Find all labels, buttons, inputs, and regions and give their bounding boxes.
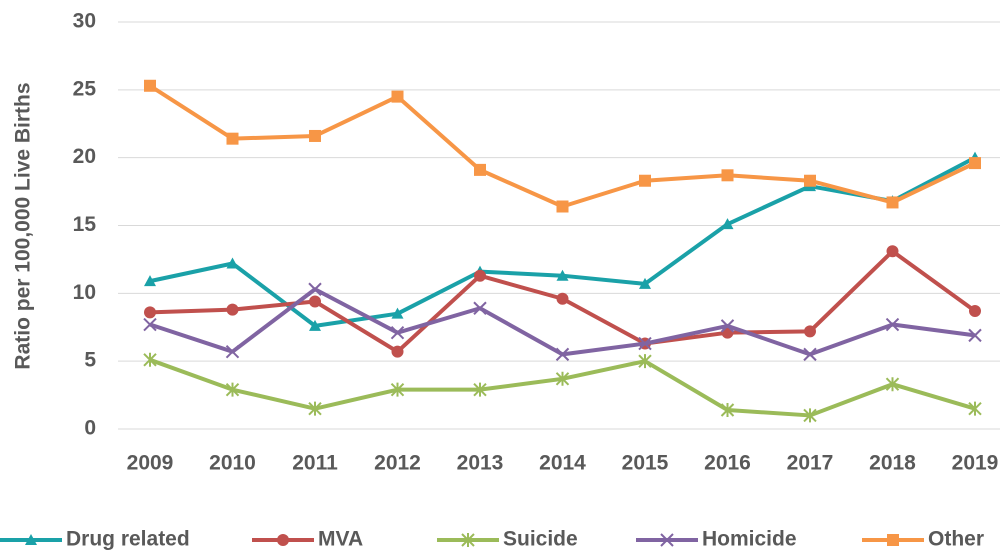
marker bbox=[556, 292, 569, 305]
marker bbox=[885, 317, 900, 332]
marker bbox=[277, 534, 289, 546]
marker bbox=[473, 382, 487, 397]
marker bbox=[720, 403, 735, 418]
marker bbox=[721, 169, 734, 182]
marker bbox=[226, 257, 239, 269]
marker bbox=[474, 163, 486, 176]
y-tick-label: 5 bbox=[84, 349, 96, 372]
marker bbox=[308, 282, 322, 296]
series-line bbox=[148, 84, 976, 209]
x-tick-label: 2011 bbox=[292, 452, 338, 475]
x-tick-label: 2014 bbox=[539, 452, 586, 475]
legend-label: MVA bbox=[318, 528, 363, 551]
marker bbox=[461, 533, 475, 547]
marker bbox=[638, 336, 652, 351]
x-tick-label: 2018 bbox=[869, 452, 916, 475]
marker bbox=[144, 275, 156, 287]
legend-label: Suicide bbox=[503, 528, 578, 551]
marker bbox=[226, 132, 239, 145]
x-tick-label: 2019 bbox=[952, 452, 999, 475]
series-line bbox=[149, 357, 976, 418]
y-tick-label: 0 bbox=[84, 417, 96, 440]
marker bbox=[225, 382, 240, 397]
marker bbox=[720, 319, 735, 333]
legend-label: Homicide bbox=[702, 528, 797, 551]
marker bbox=[390, 325, 405, 340]
marker bbox=[721, 218, 734, 230]
marker bbox=[25, 534, 37, 545]
marker bbox=[556, 200, 569, 213]
marker bbox=[803, 347, 817, 362]
x-tick-label: 2017 bbox=[787, 452, 834, 475]
y-tick-label: 20 bbox=[73, 145, 96, 168]
marker bbox=[555, 347, 570, 362]
marker bbox=[226, 303, 239, 316]
marker bbox=[143, 352, 157, 367]
marker bbox=[886, 245, 899, 258]
marker bbox=[391, 345, 404, 358]
y-tick-label: 15 bbox=[73, 213, 97, 236]
marker bbox=[887, 534, 899, 546]
marker bbox=[144, 306, 156, 319]
marker bbox=[309, 129, 321, 142]
marker bbox=[144, 79, 156, 92]
y-tick-label: 30 bbox=[73, 10, 96, 33]
marker bbox=[886, 196, 899, 209]
marker bbox=[309, 295, 321, 308]
marker bbox=[804, 174, 816, 187]
x-tick-label: 2012 bbox=[374, 452, 421, 475]
marker bbox=[143, 317, 157, 332]
x-tick-label: 2009 bbox=[127, 452, 174, 475]
marker bbox=[308, 401, 322, 416]
marker bbox=[968, 328, 982, 343]
marker bbox=[969, 157, 981, 170]
marker bbox=[391, 307, 404, 319]
x-tick-label: 2013 bbox=[457, 452, 504, 475]
x-tick-label: 2015 bbox=[622, 452, 669, 475]
marker bbox=[885, 377, 900, 392]
marker bbox=[969, 304, 981, 317]
marker bbox=[804, 325, 816, 338]
marker bbox=[391, 90, 404, 103]
x-tick-label: 2016 bbox=[704, 452, 751, 475]
marker bbox=[660, 533, 674, 547]
marker bbox=[556, 269, 569, 281]
legend-label: Other bbox=[928, 528, 984, 551]
marker bbox=[474, 269, 486, 282]
y-tick-label: 10 bbox=[73, 281, 96, 304]
marker bbox=[390, 382, 405, 397]
marker bbox=[639, 174, 651, 187]
marker bbox=[309, 319, 321, 331]
marker bbox=[555, 371, 570, 386]
y-tick-label: 25 bbox=[73, 77, 97, 100]
marker bbox=[803, 408, 817, 423]
legend-label: Drug related bbox=[66, 528, 190, 551]
marker bbox=[225, 344, 240, 359]
marker bbox=[968, 401, 982, 416]
marker bbox=[639, 277, 651, 289]
marker bbox=[473, 301, 487, 315]
y-axis-label: Ratio per 100,000 Live Births bbox=[12, 82, 35, 369]
marker bbox=[638, 354, 652, 369]
x-tick-label: 2010 bbox=[209, 452, 256, 475]
